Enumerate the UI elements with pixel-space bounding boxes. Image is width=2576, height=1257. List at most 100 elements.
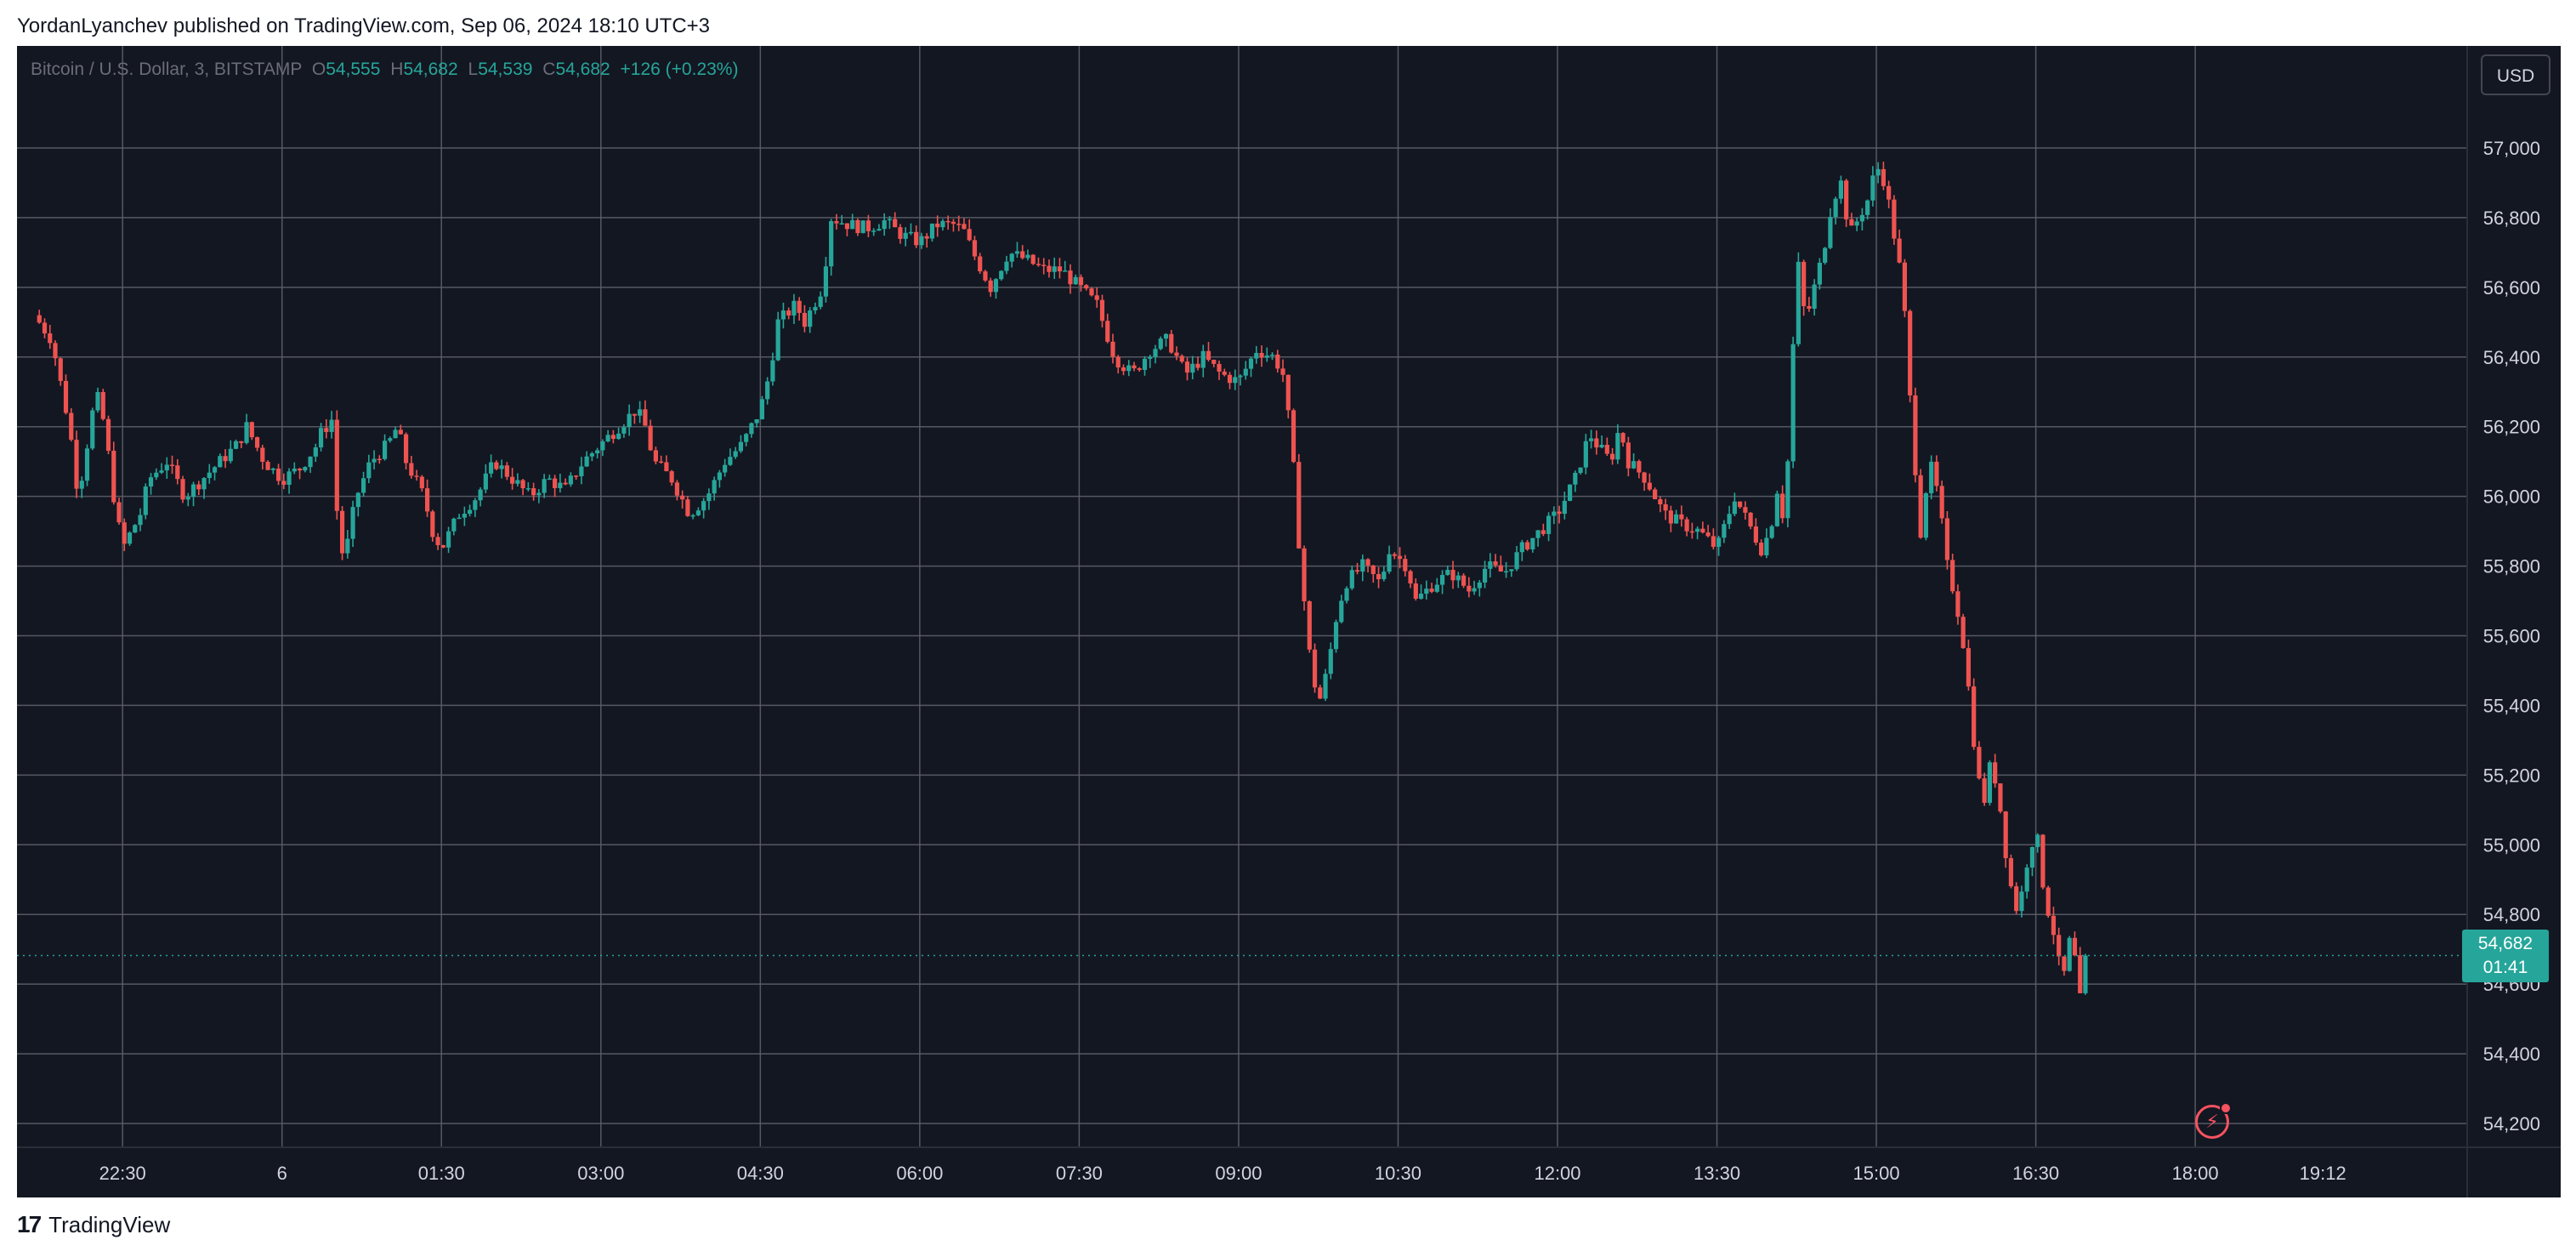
candle-body — [1753, 526, 1758, 543]
legend-symbol: Bitcoin / U.S. Dollar, 3, BITSTAMP — [31, 60, 302, 79]
candle-body — [1142, 358, 1148, 370]
candle-body — [435, 537, 440, 545]
candle-body — [1689, 531, 1694, 533]
candle-body — [122, 522, 127, 544]
candle-body — [1195, 363, 1200, 368]
candle-body — [1211, 360, 1217, 364]
candle-body — [536, 492, 542, 496]
candle-body — [988, 280, 993, 293]
candle-body — [1387, 554, 1392, 572]
lightning-bolt-icon[interactable]: ⚡ — [2195, 1102, 2233, 1139]
candle-body — [409, 463, 414, 476]
candle-body — [1153, 349, 1158, 357]
candle-body — [403, 434, 409, 464]
candle-body — [1637, 461, 1642, 473]
candle-body — [473, 500, 478, 510]
candle-body — [1084, 285, 1089, 289]
currency-button[interactable]: USD — [2481, 54, 2550, 95]
candle-body — [1620, 433, 1626, 443]
candle-body — [1450, 570, 1455, 581]
candle-body — [1163, 333, 1169, 339]
candle-body — [1344, 588, 1349, 601]
candle-body — [249, 422, 254, 438]
legend-open-label: O — [311, 60, 326, 79]
candle-body — [1764, 537, 1769, 555]
candle-body — [58, 358, 63, 381]
candle-body — [563, 482, 568, 485]
candle-body — [1047, 265, 1052, 272]
candle-body — [1790, 344, 1796, 462]
candle-body — [1807, 305, 1812, 309]
candle-body — [589, 453, 594, 457]
candle-body — [1530, 537, 1535, 549]
x-tick-label: 18:00 — [2172, 1163, 2219, 1184]
candle-body — [1009, 253, 1014, 262]
candle-body — [1738, 501, 1743, 508]
candle-body — [393, 429, 398, 439]
candle-body — [1041, 264, 1047, 266]
candle-body — [2008, 858, 2014, 887]
candle-body — [1413, 583, 1418, 599]
candle-body — [1030, 254, 1036, 264]
candle-body — [1264, 355, 1269, 358]
candle-body — [775, 319, 780, 361]
candle-body — [345, 538, 350, 554]
y-tick-label: 54,800 — [2483, 904, 2540, 925]
candle-body — [2029, 847, 2035, 868]
candle-body — [1812, 284, 1817, 309]
candle-body — [2062, 956, 2067, 971]
candle-body — [1977, 747, 1982, 779]
candle-body — [978, 256, 983, 272]
candle-body — [1609, 453, 1615, 460]
candle-body — [1684, 519, 1689, 532]
candle-body — [1658, 498, 1663, 505]
candle-body — [37, 315, 42, 323]
candle-body — [797, 300, 802, 313]
x-tick-label: 15:00 — [1853, 1163, 1900, 1184]
candle-body — [53, 343, 58, 359]
candle-body — [1519, 542, 1524, 553]
candle-body — [148, 477, 154, 487]
candle-body — [1269, 354, 1275, 356]
candle-body — [111, 451, 116, 503]
candle-body — [1785, 461, 1790, 519]
candle-body — [1227, 374, 1233, 384]
price-chart[interactable]: 54,20054,40054,60054,80055,00055,20055,4… — [17, 46, 2561, 1197]
candle-body — [1854, 221, 1859, 226]
y-tick-label: 55,600 — [2483, 626, 2540, 647]
candle-body — [1716, 537, 1722, 547]
candle-body — [1110, 341, 1115, 357]
x-tick-label: 6 — [277, 1163, 287, 1184]
candle-body — [2035, 834, 2040, 848]
candle-body — [802, 312, 808, 327]
candle-body — [919, 236, 924, 246]
candle-body — [706, 493, 712, 502]
candle-body — [180, 479, 185, 500]
candle-body — [829, 221, 834, 267]
candle-body — [759, 399, 765, 419]
candle-body — [1631, 461, 1637, 469]
candle-body — [877, 229, 882, 231]
candle-body — [1902, 262, 1908, 311]
candle-body — [1222, 371, 1227, 375]
candle-body — [983, 271, 988, 281]
chart-panel[interactable]: 54,200 54,400 54,600 54,800 55,000 55,200 55,4… — [17, 46, 2561, 1197]
candle-body — [712, 480, 717, 494]
candle-body — [1546, 515, 1552, 534]
tradingview-logo-icon: 17 — [17, 1211, 42, 1237]
candle-body — [1132, 365, 1137, 369]
candle-body — [499, 465, 504, 469]
candle-body — [674, 482, 679, 496]
candle-body — [1626, 442, 1631, 469]
candle-body — [218, 456, 223, 468]
candle-body — [313, 447, 318, 457]
candle-body — [275, 468, 281, 481]
candle-body — [377, 458, 382, 460]
candle-body — [1859, 214, 1864, 222]
y-tick-label: 55,400 — [2483, 695, 2540, 716]
candle-body — [1376, 574, 1382, 580]
candle-body — [871, 230, 877, 232]
candle-body — [1987, 762, 1993, 803]
candle-body — [308, 456, 313, 468]
candle-body — [1870, 175, 1875, 201]
